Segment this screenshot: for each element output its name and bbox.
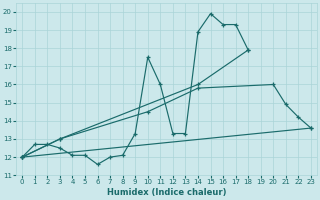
- X-axis label: Humidex (Indice chaleur): Humidex (Indice chaleur): [107, 188, 226, 197]
